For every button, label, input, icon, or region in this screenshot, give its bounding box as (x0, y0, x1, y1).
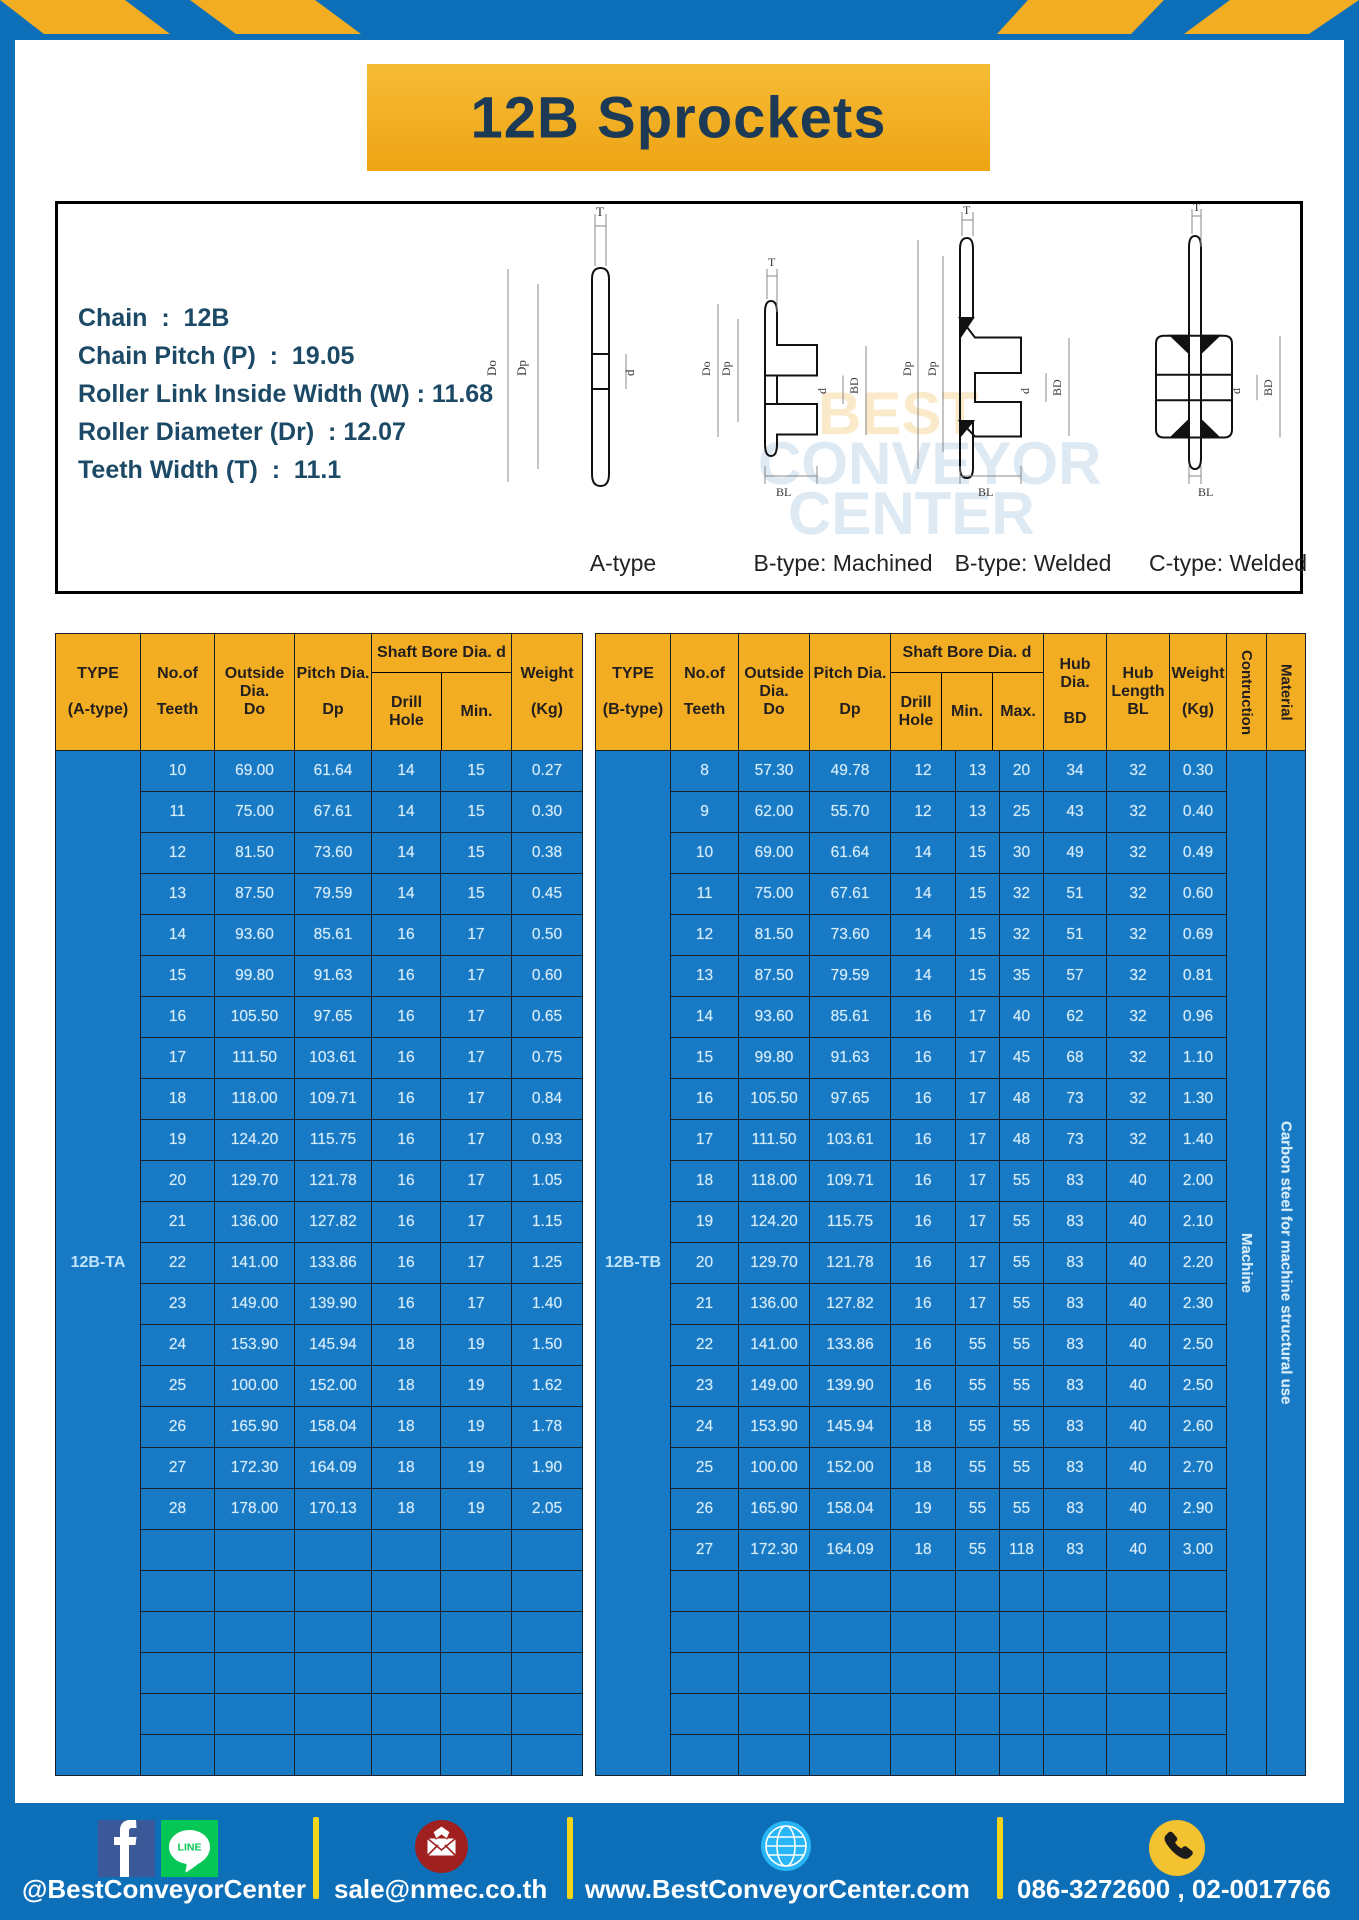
svg-text:Dp: Dp (514, 360, 529, 376)
svg-text:d: d (815, 388, 829, 394)
svg-text:BL: BL (776, 485, 791, 499)
svg-text:BL: BL (978, 485, 993, 499)
svg-text:Do: Do (699, 361, 713, 376)
svg-text:T: T (768, 255, 776, 269)
svg-text:Dp: Dp (925, 361, 939, 376)
svg-text:T: T (1193, 204, 1201, 214)
svg-text:d: d (1018, 388, 1032, 394)
svg-text:BD: BD (1261, 379, 1275, 396)
svg-text:BD: BD (847, 377, 861, 394)
svg-text:Do: Do (484, 360, 499, 376)
svg-text:T: T (963, 204, 971, 217)
svg-text:Dp: Dp (719, 361, 733, 376)
svg-text:LINE: LINE (178, 1842, 202, 1854)
svg-text:d: d (1229, 388, 1243, 394)
svg-text:BL: BL (1198, 485, 1213, 499)
svg-text:CENTER: CENTER (788, 480, 1035, 547)
svg-text:Dp: Dp (900, 361, 914, 376)
svg-text:T: T (596, 204, 604, 219)
svg-text:BD: BD (1050, 379, 1064, 396)
svg-text:d: d (622, 369, 637, 376)
